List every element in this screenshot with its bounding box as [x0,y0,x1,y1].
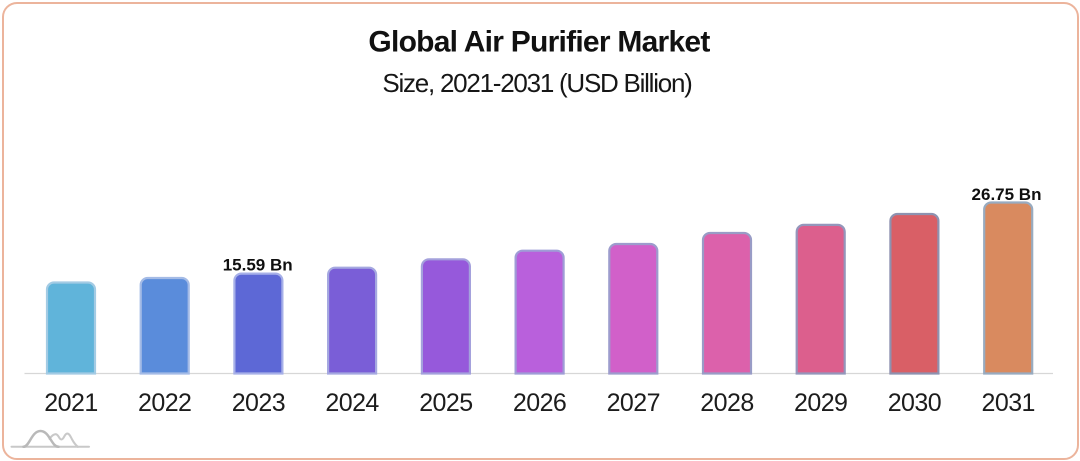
svg-text:2023: 2023 [232,389,285,417]
svg-text:26.75 Bn: 26.75 Bn [972,185,1042,204]
svg-text:2025: 2025 [419,389,472,417]
svg-text:2028: 2028 [700,389,753,417]
svg-text:15.59 Bn: 15.59 Bn [223,256,293,275]
svg-text:2030: 2030 [888,389,941,417]
svg-text:Global Air Purifier Market: Global Air Purifier Market [368,26,710,59]
svg-text:2026: 2026 [513,389,566,417]
svg-text:2027: 2027 [607,389,660,417]
svg-text:2022: 2022 [138,389,191,417]
svg-text:Size, 2021-2031 (USD Billion): Size, 2021-2031 (USD Billion) [382,68,692,98]
svg-text:2024: 2024 [325,389,379,417]
svg-text:2031: 2031 [981,389,1034,417]
svg-text:2029: 2029 [794,389,847,417]
svg-text:2021: 2021 [44,389,97,417]
